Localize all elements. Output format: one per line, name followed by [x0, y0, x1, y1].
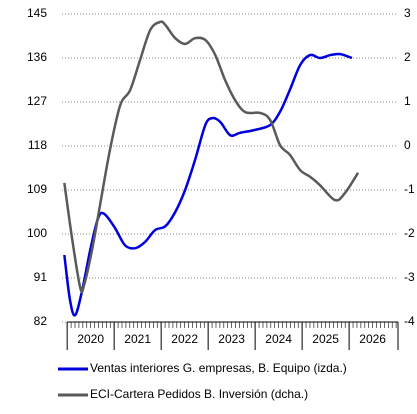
y-tick-label: 82 — [34, 314, 48, 328]
y2-tick-label: -1 — [404, 182, 415, 196]
legend-label: ECI-Cartera Pedidos B. Inversión (dcha.) — [90, 387, 308, 401]
y-tick-label: 127 — [27, 94, 47, 108]
y2-tick-label: 3 — [404, 6, 411, 20]
y2-tick-label: 0 — [404, 138, 411, 152]
line-series — [63, 52, 353, 317]
y-tick-label: 100 — [27, 226, 47, 240]
y-tick-label: 109 — [27, 182, 47, 196]
x-tick-label: 2024 — [265, 332, 292, 346]
x-tick-label: 2021 — [124, 332, 151, 346]
x-tick-label: 2025 — [312, 332, 339, 346]
x-tick-label: 2023 — [218, 332, 245, 346]
y-tick-label: 91 — [34, 270, 48, 284]
x-tick-label: 2022 — [171, 332, 198, 346]
y-tick-label: 145 — [27, 6, 47, 20]
x-tick-label: 2020 — [77, 332, 104, 346]
x-tick-label: 2026 — [359, 332, 386, 346]
y2-tick-label: -3 — [404, 270, 415, 284]
y-tick-label: 136 — [27, 50, 47, 64]
y2-tick-label: -4 — [404, 314, 415, 328]
y2-tick-label: 2 — [404, 50, 411, 64]
y2-tick-label: 1 — [404, 94, 411, 108]
line-series — [63, 20, 360, 294]
y-tick-label: 118 — [28, 138, 47, 152]
legend-label: Ventas interiores G. empresas, B. Equipo… — [90, 361, 347, 375]
y2-tick-label: -2 — [404, 226, 415, 240]
